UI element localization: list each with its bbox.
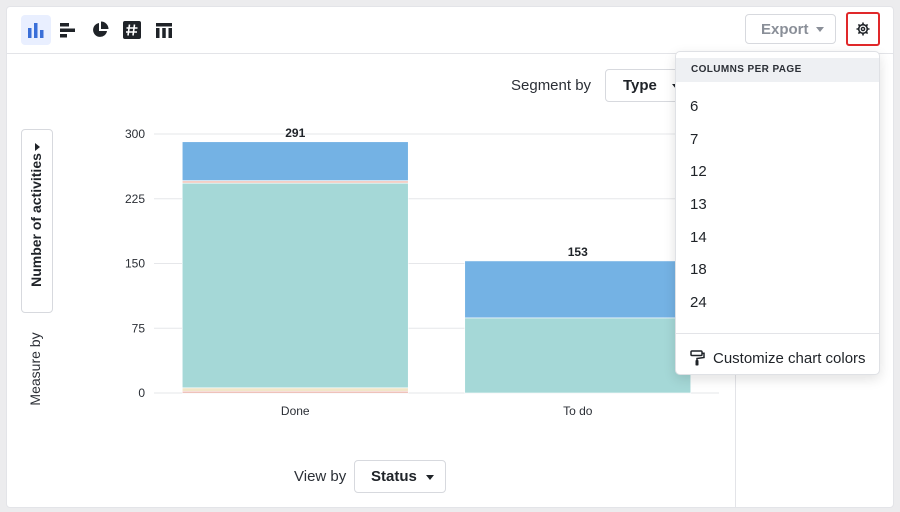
bar-segment xyxy=(464,260,692,319)
x-category-label: To do xyxy=(563,404,593,418)
gear-icon xyxy=(856,22,870,36)
customize-chart-colors-item[interactable]: Customize chart colors xyxy=(676,342,879,374)
view-by-label: View by xyxy=(294,468,347,485)
bar-segment xyxy=(181,141,409,181)
menu-option[interactable]: 24 xyxy=(690,294,707,311)
chevron-right-icon xyxy=(35,143,40,151)
table-chart-button[interactable] xyxy=(149,15,179,45)
export-button[interactable]: Export xyxy=(745,14,836,44)
menu-option[interactable]: 6 xyxy=(690,98,699,115)
y-tick-label: 225 xyxy=(125,192,145,206)
table-chart-icon xyxy=(156,23,172,38)
bar-segment xyxy=(181,182,409,389)
paint-roller-icon xyxy=(690,350,705,366)
vertical-bar-chart-icon xyxy=(28,23,44,38)
export-caret-icon xyxy=(816,27,824,32)
x-category-label: Done xyxy=(281,404,310,418)
view-by-select[interactable]: Status xyxy=(354,460,446,493)
y-tick-label: 0 xyxy=(138,386,145,400)
pie-chart-button[interactable] xyxy=(85,15,115,45)
settings-button[interactable] xyxy=(846,12,880,46)
bar-segment xyxy=(464,317,692,394)
segment-by-label: Segment by xyxy=(511,77,592,94)
report-panel: Export Segment by Type Measure by Number… xyxy=(6,6,894,508)
stacked-bar-chart: 0 75 150 225 300 291 Done 153 To do xyxy=(125,126,719,418)
bar-segment xyxy=(181,387,409,392)
chevron-down-icon xyxy=(426,475,434,480)
number-chart-button[interactable] xyxy=(117,15,147,45)
bar-total-label: 153 xyxy=(568,245,588,259)
measure-by-select[interactable]: Number of activities xyxy=(21,129,53,313)
pie-chart-icon xyxy=(93,21,109,37)
menu-option[interactable]: 13 xyxy=(690,196,707,213)
menu-option[interactable]: 7 xyxy=(690,131,699,148)
horizontal-bar-chart-icon xyxy=(60,23,75,38)
menu-header: COLUMNS PER PAGE xyxy=(676,58,879,82)
export-label: Export xyxy=(761,20,809,38)
number-chart-icon xyxy=(123,21,141,39)
menu-divider xyxy=(676,333,879,334)
customize-chart-colors-label: Customize chart colors xyxy=(713,349,866,367)
vertical-bar-chart-button[interactable] xyxy=(21,15,51,45)
y-tick-label: 300 xyxy=(125,127,145,141)
segment-by-value: Type xyxy=(623,77,657,94)
horizontal-bar-chart-button[interactable] xyxy=(53,15,83,45)
menu-option[interactable]: 12 xyxy=(690,163,707,180)
y-tick-label: 75 xyxy=(132,321,146,335)
menu-option[interactable]: 14 xyxy=(690,229,707,246)
menu-option[interactable]: 18 xyxy=(690,261,707,278)
bar-segment xyxy=(181,180,409,184)
bar-total-label: 291 xyxy=(285,126,305,140)
y-tick-label: 150 xyxy=(125,257,145,271)
view-by-value: Status xyxy=(371,468,417,485)
columns-per-page-menu: COLUMNS PER PAGE 6 7 12 13 14 18 24 Cust… xyxy=(675,51,880,375)
chart-toolbar: Export xyxy=(7,7,893,54)
